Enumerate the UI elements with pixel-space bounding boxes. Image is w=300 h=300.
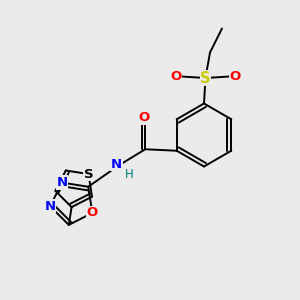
Text: S: S bbox=[84, 168, 93, 181]
Text: O: O bbox=[87, 206, 98, 219]
Text: N: N bbox=[111, 158, 122, 171]
Text: H: H bbox=[125, 168, 134, 181]
Text: S: S bbox=[200, 70, 211, 86]
Text: N: N bbox=[56, 176, 68, 189]
Text: O: O bbox=[229, 70, 241, 83]
Text: N: N bbox=[44, 200, 56, 213]
Text: O: O bbox=[138, 111, 149, 124]
Text: O: O bbox=[170, 70, 182, 83]
